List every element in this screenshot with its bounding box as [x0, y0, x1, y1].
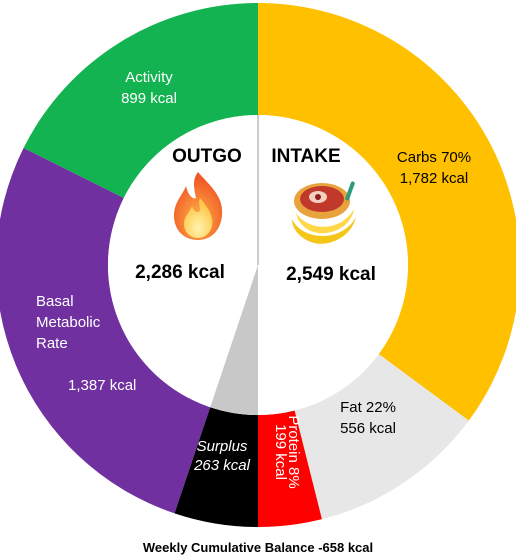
label-line: 1,782 kcal	[400, 170, 468, 187]
label-fat: Fat 22% 556 kcal	[340, 399, 396, 437]
label-activity: Activity 899 kcal	[121, 69, 177, 107]
segment-surplus	[174, 407, 258, 527]
label-line: Fat 22%	[340, 399, 396, 416]
label-basal-metabolic-rate: Basal Metabolic Rate 1,387 kcal	[36, 293, 136, 394]
segments-layer	[0, 3, 516, 527]
label-line: 556 kcal	[340, 420, 396, 437]
segment-protein	[258, 410, 322, 527]
label-line: Protein 8%	[285, 415, 302, 488]
label-protein: Protein 8%199 kcal	[272, 415, 302, 488]
chart-title: Weekly Cumulative Balance -658 kcal	[143, 540, 373, 555]
food-icon	[292, 181, 356, 244]
label-line: 199 kcal	[272, 424, 289, 480]
surplus-center-wedge	[210, 265, 258, 415]
label-line: Surplus	[197, 438, 248, 455]
intake-total: 2,549 kcal	[286, 264, 376, 285]
label-line: Metabolic	[36, 314, 101, 331]
label-line: Basal	[36, 293, 74, 310]
segment-activity	[23, 3, 258, 199]
label-line: 263 kcal	[193, 457, 251, 474]
label-line: Carbs 70%	[397, 149, 471, 166]
intake-heading: INTAKE	[271, 146, 340, 167]
outgo-total: 2,286 kcal	[135, 262, 225, 283]
label-surplus: Surplus 263 kcal	[193, 438, 251, 474]
fire-icon	[174, 172, 223, 240]
label-line: 1,387 kcal	[68, 377, 136, 394]
outgo-heading: OUTGO	[172, 146, 242, 167]
label-line: Activity	[125, 69, 173, 86]
label-line: Rate	[36, 335, 68, 352]
label-line: 899 kcal	[121, 90, 177, 107]
label-carbs: Carbs 70% 1,782 kcal	[397, 149, 471, 187]
segment-fat	[294, 354, 469, 520]
labels-layer: Carbs 70% 1,782 kcal Fat 22% 556 kcal Protei…	[36, 69, 471, 489]
segment-basal-metabolic-rate	[0, 148, 211, 514]
segment-carbs	[258, 3, 516, 421]
